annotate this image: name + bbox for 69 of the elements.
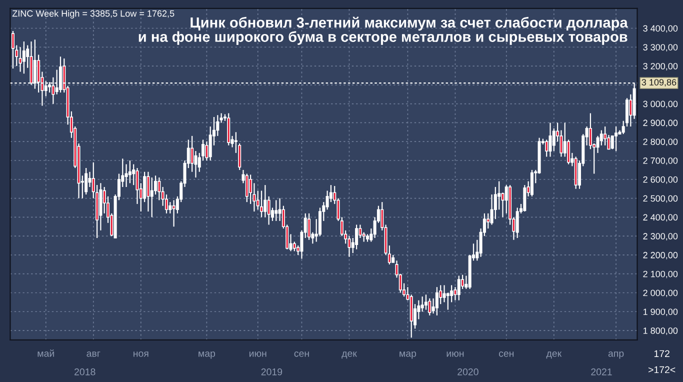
candlestick: [545, 139, 548, 158]
x-tick-label: сен: [294, 352, 309, 357]
x-tick-label: апр: [608, 352, 624, 359]
candlestick: [424, 294, 428, 310]
x-tick-label: дек: [342, 352, 357, 359]
candlestick: [516, 207, 519, 239]
y-tick-label: 1 900,00: [643, 308, 678, 316]
y-tick-label: 2 500,00: [643, 195, 678, 203]
y-tick-label: 3 200,00: [643, 62, 678, 70]
text: 2018: [74, 368, 96, 376]
text: 2021: [591, 368, 612, 376]
x-tick-label: май: [38, 350, 54, 357]
x-tick-label: июн: [249, 352, 266, 357]
y-tick-label: 3 400,00: [643, 25, 678, 33]
candlestick: [420, 296, 424, 312]
candlestick: [446, 292, 450, 310]
ref-line-label: 3 109,86: [642, 79, 676, 87]
candlestick: [530, 169, 534, 197]
candlestick: [158, 176, 161, 201]
candlestick: [355, 224, 358, 250]
candlestick: [548, 122, 552, 158]
y-tick-label: 2 000,00: [643, 290, 678, 298]
candlestick: [84, 167, 88, 196]
candlestick: [172, 200, 176, 228]
text: Цинк обновил 3-летний максимум за счет слабости доллара и на фоне широкого бума в секторе металлов и сырьевых товаров: [138, 16, 628, 45]
x-tick-label: дек: [546, 352, 562, 359]
x-tick-label: авг: [86, 352, 100, 357]
x-tick-label: сен: [498, 352, 514, 357]
x-tick-label: июн: [446, 352, 464, 357]
annotation: ZINC Week High = 3385,5 Low = 1762,5: [12, 10, 174, 18]
candlestick: [267, 196, 270, 226]
candlestick: [146, 171, 150, 212]
candlestick: [150, 176, 154, 218]
candlestick: [260, 190, 264, 218]
candlestick: [11, 30, 15, 70]
candlestick: [604, 126, 607, 146]
candlestick: [614, 126, 618, 152]
y-tick-label: 2 700,00: [643, 157, 678, 165]
candlestick: [523, 184, 526, 212]
y-tick-label: 1 800,00: [643, 328, 678, 335]
candlestick: [486, 212, 490, 230]
candlestick: [22, 40, 26, 74]
y-tick-label: 2 800,00: [643, 138, 678, 146]
candlestick: [292, 241, 296, 252]
y-tick-label: 3 000,00: [643, 100, 678, 108]
candlestick: [264, 184, 267, 218]
y-tick-label: 3 300,00: [643, 44, 678, 52]
y-tick-label: 2 100,00: [643, 270, 678, 278]
candlestick: [124, 164, 128, 188]
x-tick-label: мар: [198, 352, 216, 359]
candlestick: [428, 298, 432, 316]
x-tick-label: ноя: [134, 352, 148, 357]
candlestick: [457, 275, 460, 301]
text: 2020: [458, 368, 478, 376]
y-tick-label: 2 900,00: [643, 120, 678, 128]
y-tick-label: 2 400,00: [643, 214, 678, 222]
text: 2019: [261, 368, 282, 376]
y-tick-label: 2 200,00: [643, 252, 678, 260]
text: >172<: [648, 366, 676, 374]
candlestick: [220, 112, 223, 124]
y-tick-label: 2 600,00: [643, 176, 678, 184]
candlestick: [435, 286, 438, 316]
y-tick-label: 2 300,00: [643, 233, 678, 240]
candlestick: [308, 212, 311, 240]
candlestick: [245, 173, 248, 203]
text: 172: [654, 350, 670, 358]
candlestick: [128, 160, 132, 184]
x-tick-label: мар: [400, 352, 416, 359]
candlestick: [274, 200, 278, 222]
